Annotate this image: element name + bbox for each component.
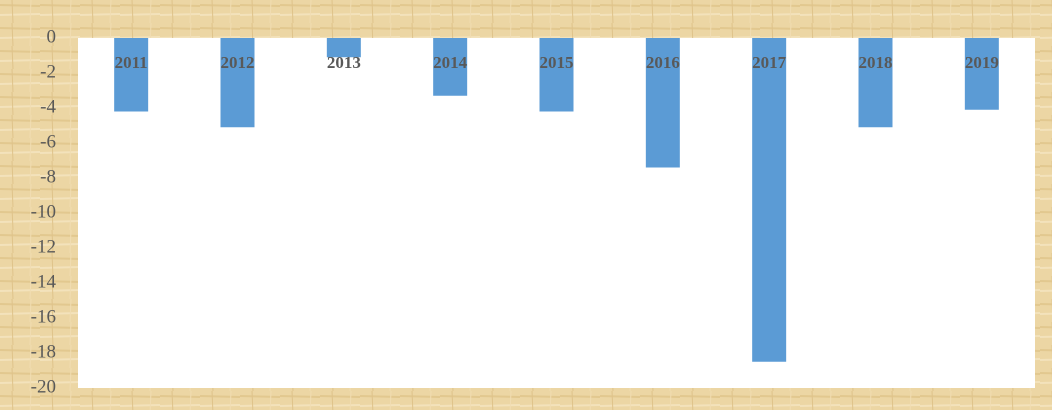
x-tick-label: 2014 — [433, 53, 468, 72]
x-tick-label: 2016 — [646, 53, 680, 72]
y-tick-label: -6 — [40, 131, 56, 152]
bar — [433, 38, 468, 96]
x-tick-label: 2017 — [752, 53, 787, 72]
bar — [645, 38, 680, 168]
bar — [858, 38, 893, 128]
bar — [964, 38, 999, 110]
y-tick-label: -18 — [31, 341, 56, 362]
y-tick-label: -10 — [31, 201, 56, 222]
bar — [752, 38, 787, 362]
x-tick-label: 2011 — [115, 53, 148, 72]
x-tick-label: 2015 — [540, 53, 574, 72]
x-tick-label: 2012 — [221, 53, 255, 72]
bar — [220, 38, 255, 128]
x-tick-label: 2013 — [327, 53, 361, 72]
y-tick-label: -8 — [40, 166, 56, 187]
y-tick-label: -12 — [31, 236, 56, 257]
x-tick-label: 2018 — [859, 53, 893, 72]
y-tick-label: -16 — [31, 306, 56, 327]
bar — [326, 38, 361, 58]
y-tick-label: -4 — [40, 96, 56, 117]
bar — [539, 38, 574, 112]
bar — [114, 38, 149, 112]
y-tick-label: -14 — [31, 271, 57, 292]
y-tick-label: -2 — [40, 61, 56, 82]
y-tick-label: -20 — [31, 376, 56, 397]
x-tick-label: 2019 — [965, 53, 999, 72]
y-tick-label: 0 — [47, 26, 57, 47]
